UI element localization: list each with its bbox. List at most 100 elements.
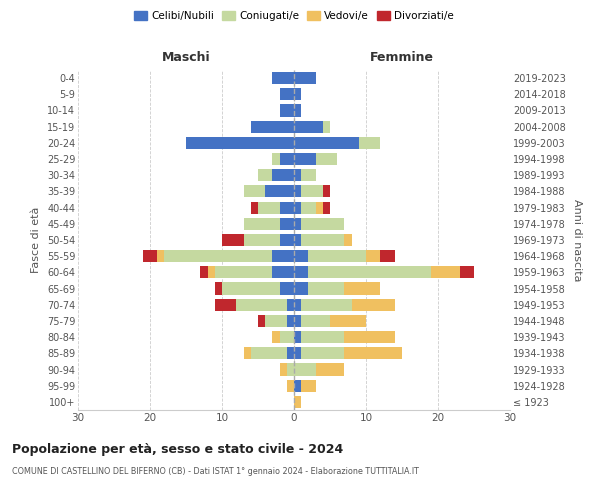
Bar [294,250,308,262]
Bar [301,218,344,230]
Bar [301,234,344,246]
Bar [294,396,301,408]
Bar [251,120,294,132]
Bar [244,348,251,360]
Bar [352,298,395,311]
Bar [280,88,294,101]
Bar [265,315,287,327]
Bar [287,298,294,311]
Bar [316,202,323,213]
Bar [280,153,294,165]
Bar [244,186,265,198]
Bar [294,104,301,117]
Bar [316,153,337,165]
Bar [200,266,208,278]
Bar [301,298,352,311]
Text: Popolazione per età, sesso e stato civile - 2024: Popolazione per età, sesso e stato civil… [12,442,343,456]
Bar [280,202,294,213]
Bar [316,364,344,376]
Bar [359,137,380,149]
Legend: Celibi/Nubili, Coniugati/e, Vedovi/e, Divorziati/e: Celibi/Nubili, Coniugati/e, Vedovi/e, Di… [131,8,457,24]
Bar [294,202,301,213]
Y-axis label: Anni di nascita: Anni di nascita [572,198,583,281]
Bar [280,282,294,294]
Bar [143,250,157,262]
Bar [272,72,294,84]
Bar [280,218,294,230]
Bar [301,186,323,198]
Bar [215,266,272,278]
Bar [301,202,316,213]
Bar [294,72,316,84]
Bar [287,364,294,376]
Bar [215,298,236,311]
Bar [280,364,287,376]
Text: Maschi: Maschi [161,50,211,64]
Bar [431,266,460,278]
Bar [323,202,330,213]
Text: COMUNE DI CASTELLINO DEL BIFERNO (CB) - Dati ISTAT 1° gennaio 2024 - Elaborazion: COMUNE DI CASTELLINO DEL BIFERNO (CB) - … [12,468,419,476]
Bar [301,331,344,343]
Bar [344,331,395,343]
Bar [294,331,301,343]
Bar [294,364,316,376]
Bar [294,348,301,360]
Bar [287,380,294,392]
Bar [330,315,366,327]
Bar [301,315,330,327]
Bar [308,266,431,278]
Text: Femmine: Femmine [370,50,434,64]
Bar [236,298,287,311]
Bar [280,104,294,117]
Bar [280,234,294,246]
Bar [287,315,294,327]
Bar [280,331,294,343]
Bar [294,88,301,101]
Bar [323,186,330,198]
Bar [460,266,474,278]
Bar [258,169,272,181]
Bar [366,250,380,262]
Bar [294,266,308,278]
Bar [294,120,323,132]
Bar [287,348,294,360]
Bar [301,380,316,392]
Bar [344,234,352,246]
Bar [272,169,294,181]
Bar [308,282,344,294]
Bar [265,186,294,198]
Bar [380,250,395,262]
Bar [157,250,164,262]
Bar [294,234,301,246]
Bar [244,234,280,246]
Bar [164,250,272,262]
Bar [251,202,258,213]
Bar [301,169,316,181]
Bar [208,266,215,278]
Bar [294,153,316,165]
Bar [308,250,366,262]
Bar [272,250,294,262]
Bar [222,282,280,294]
Bar [244,218,280,230]
Bar [258,202,280,213]
Bar [272,266,294,278]
Bar [258,315,265,327]
Bar [222,234,244,246]
Bar [323,120,330,132]
Bar [272,331,280,343]
Bar [294,298,301,311]
Bar [294,186,301,198]
Bar [344,348,402,360]
Bar [215,282,222,294]
Bar [272,153,280,165]
Bar [294,380,301,392]
Bar [251,348,287,360]
Bar [294,315,301,327]
Bar [294,218,301,230]
Bar [294,169,301,181]
Bar [294,282,308,294]
Bar [294,137,359,149]
Bar [301,348,344,360]
Y-axis label: Fasce di età: Fasce di età [31,207,41,273]
